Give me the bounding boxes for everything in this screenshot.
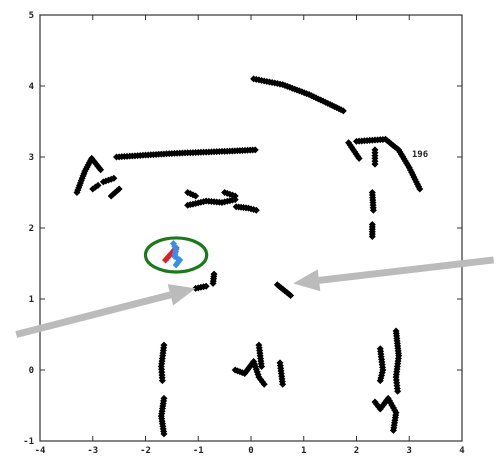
data-point <box>231 196 239 204</box>
y-tick-label: 5 <box>29 11 34 21</box>
y-tick-label: 1 <box>29 295 34 305</box>
x-tick-label: -4 <box>35 446 46 456</box>
y-tick-label: 4 <box>29 82 35 92</box>
y-tick-label: -1 <box>23 437 34 447</box>
data-point <box>260 380 268 388</box>
data-point <box>279 380 287 388</box>
highlight-ellipse <box>143 236 209 274</box>
y-tick-label: 2 <box>29 224 34 234</box>
x-tick-label: -3 <box>87 446 98 456</box>
data-point <box>251 146 259 154</box>
data-point <box>376 377 384 385</box>
data-point <box>115 185 123 193</box>
data-point <box>389 426 397 434</box>
data-point <box>94 181 102 189</box>
x-axis: -4 -3 -2 -1 0 1 2 3 4 <box>35 15 465 456</box>
data-point <box>369 206 377 214</box>
data-point <box>160 430 168 438</box>
x-tick-label: 0 <box>248 446 253 456</box>
data-point <box>371 160 379 168</box>
x-tick-label: -1 <box>193 446 204 456</box>
data-point <box>97 166 105 174</box>
data-point <box>209 279 217 287</box>
series-0 <box>73 75 424 438</box>
y-tick-label: 3 <box>29 153 34 163</box>
arrow-layer <box>15 256 495 338</box>
data-point <box>416 185 424 193</box>
x-tick-label: -2 <box>140 446 151 456</box>
data-point <box>339 107 347 115</box>
data-point <box>287 291 295 299</box>
data-point <box>231 192 239 200</box>
x-tick-label: 3 <box>407 446 412 456</box>
data-point <box>110 174 118 182</box>
data-point <box>192 192 200 200</box>
data-point <box>258 362 266 370</box>
x-tick-label: 4 <box>459 446 465 456</box>
y-tick-label: 0 <box>29 366 34 376</box>
annotation-label: 196 <box>412 150 428 160</box>
arrow-head-1 <box>293 269 321 292</box>
data-point <box>368 233 376 241</box>
arrow-head-0 <box>167 284 196 306</box>
data-point <box>172 261 180 269</box>
data-point <box>252 206 260 214</box>
data-marks <box>73 75 424 438</box>
data-point <box>355 154 363 162</box>
data-point <box>158 377 166 385</box>
series-2 <box>169 240 184 269</box>
data-point <box>394 387 402 395</box>
plot-area <box>39 14 463 442</box>
x-tick-label: 1 <box>301 446 306 456</box>
data-point <box>202 282 210 290</box>
y-axis: -1 0 1 2 3 4 5 <box>23 11 462 447</box>
x-tick-label: 2 <box>354 446 359 456</box>
arrow-shaft-1 <box>318 256 495 284</box>
arrow-shaft-0 <box>15 291 172 338</box>
highlight-layer <box>143 236 209 274</box>
